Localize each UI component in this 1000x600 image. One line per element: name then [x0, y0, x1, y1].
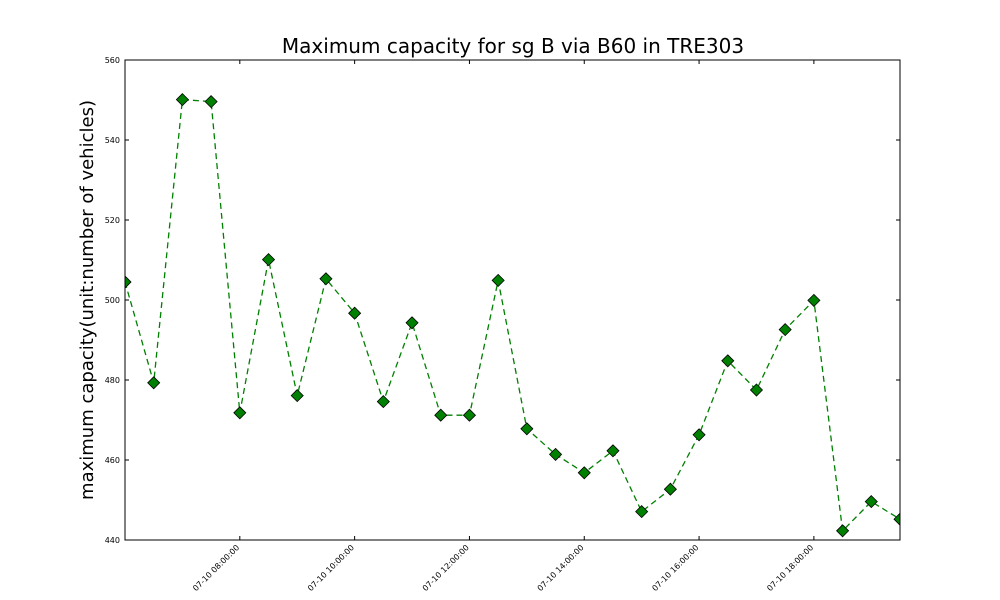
data-point	[204, 95, 218, 109]
data-point	[290, 389, 304, 403]
data-point	[836, 524, 850, 538]
data-point	[175, 93, 189, 107]
data-point	[807, 293, 821, 307]
data-point	[663, 482, 677, 496]
data-point	[749, 383, 764, 397]
data-point	[434, 408, 448, 422]
y-tick-label: 480	[105, 376, 120, 385]
x-tick-label: 07-10 16:00:00	[650, 543, 700, 593]
data-point	[462, 408, 477, 422]
x-tick-label: 07-10 08:00:00	[191, 543, 241, 593]
data-point	[319, 272, 333, 286]
plot-frame	[124, 59, 901, 541]
y-tick-label: 440	[105, 536, 120, 545]
y-tick-label: 460	[105, 456, 120, 465]
data-point	[548, 447, 563, 461]
data-point	[778, 323, 792, 337]
data-point	[864, 495, 878, 509]
x-tick-label: 07-10 18:00:00	[765, 543, 815, 593]
x-tick-label: 07-10 14:00:00	[536, 543, 586, 593]
data-point	[692, 428, 706, 442]
data-point	[721, 354, 735, 368]
data-point	[405, 316, 419, 330]
data-point	[491, 273, 505, 287]
data-point	[376, 395, 390, 409]
y-axis-label: maximum capacity(unit:number of vehicles…	[77, 100, 98, 500]
y-tick-label: 500	[105, 296, 120, 305]
data-point	[577, 466, 591, 480]
data-point	[348, 306, 362, 320]
x-tick-label: 07-10 12:00:00	[421, 543, 471, 593]
chart-title: Maximum capacity for sg B via B60 in TRE…	[282, 34, 744, 58]
data-point	[125, 275, 132, 289]
data-point	[520, 422, 534, 436]
y-tick-label: 560	[105, 56, 120, 65]
data-point	[233, 406, 247, 420]
data-point	[893, 512, 900, 526]
series-line	[125, 98, 900, 533]
data-point	[261, 253, 276, 267]
data-point	[147, 376, 161, 390]
y-tick-label: 540	[105, 136, 120, 145]
x-tick-label: 07-10 10:00:00	[306, 543, 356, 593]
plot-layer: 440 460 480 500 520 540 560 07-10 08:00:00 07-10…	[105, 56, 900, 593]
data-point	[606, 444, 620, 458]
data-point	[635, 505, 649, 519]
y-tick-label: 520	[105, 216, 120, 225]
